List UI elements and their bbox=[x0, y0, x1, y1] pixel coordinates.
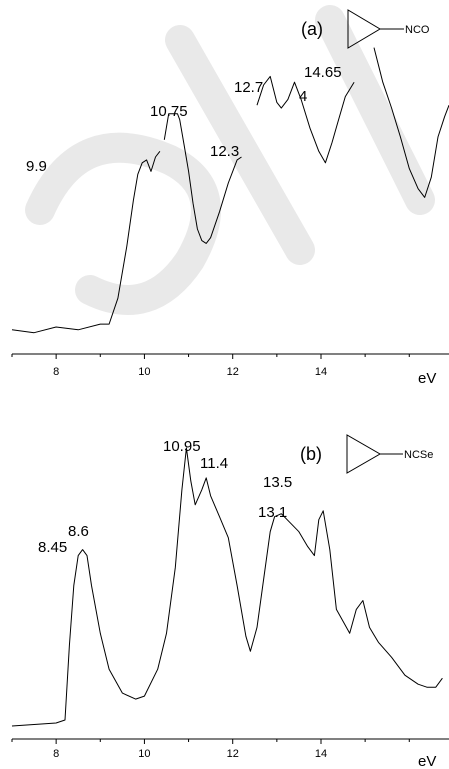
panel-b-spectrum-segment-1 bbox=[11, 447, 443, 727]
panel-b-x-axis-label: eV bbox=[418, 753, 436, 769]
substituent-ncse-label: NCSe bbox=[404, 449, 433, 461]
panel-a-spectrum-segment-4 bbox=[373, 47, 449, 198]
panel-b-spectrum bbox=[11, 447, 443, 727]
panel-a-x-ticks: 8 10 12 14 bbox=[11, 354, 410, 378]
panel-a-peak-label: 12.3 bbox=[210, 143, 239, 160]
panel-b-x-ticks: 8 10 12 14 bbox=[11, 739, 410, 760]
panel-a-peak-label: 9.9 bbox=[26, 158, 47, 175]
panel-b-peak-label: 10.95 bbox=[163, 438, 201, 455]
cyclopropyl-nco-structure: NCO bbox=[347, 9, 430, 49]
cyclopropyl-ncse-structure: NCSe bbox=[346, 434, 433, 474]
panel-a-x-tick-label: 8 bbox=[53, 366, 59, 378]
panel-a: 8 10 12 14 9.9 10.75 12.3 12.7 4 14.65 eV (a) NC… bbox=[11, 9, 449, 387]
panel-a-x-tick-label: 12 bbox=[227, 366, 239, 378]
panel-a-spectrum-segment-1 bbox=[11, 150, 161, 334]
panel-a-peak-labels: 9.9 10.75 12.3 12.7 4 14.65 bbox=[26, 64, 342, 175]
panel-b-x-tick-label: 8 bbox=[53, 748, 59, 760]
cyclopropane-ring-icon bbox=[347, 9, 381, 49]
panel-b-x-tick-label: 10 bbox=[138, 748, 150, 760]
cyclopropane-ring-icon bbox=[346, 434, 382, 474]
panel-b-peak-label: 8.6 bbox=[68, 523, 89, 540]
panel-b-peak-label: 13.1 bbox=[258, 504, 287, 521]
watermark-graphic bbox=[25, 5, 435, 315]
panel-a-label: (a) bbox=[301, 19, 323, 39]
panel-a-spectrum bbox=[11, 47, 449, 334]
panel-b-label: (b) bbox=[300, 444, 322, 464]
panel-a-x-tick-label: 14 bbox=[315, 366, 327, 378]
panel-b-peak-label: 13.5 bbox=[263, 474, 292, 491]
panel-b-x-tick-label: 14 bbox=[315, 748, 327, 760]
panel-a-spectrum-segment-2 bbox=[163, 113, 242, 244]
panel-a-peak-label: 4 bbox=[299, 88, 307, 105]
panel-a-peak-label: 14.65 bbox=[304, 64, 342, 81]
panel-b-x-tick-label: 12 bbox=[227, 748, 239, 760]
panel-a-x-axis-label: eV bbox=[418, 370, 436, 387]
panel-a-spectrum-segment-3 bbox=[256, 75, 355, 164]
panel-a-peak-label: 12.7 bbox=[234, 79, 263, 96]
panel-b-peak-label: 11.4 bbox=[200, 455, 228, 472]
panel-a-x-tick-label: 10 bbox=[138, 366, 150, 378]
substituent-nco-label: NCO bbox=[405, 24, 430, 36]
panel-b-peak-label: 8.45 bbox=[38, 539, 67, 556]
panel-a-peak-label: 10.75 bbox=[150, 103, 188, 120]
